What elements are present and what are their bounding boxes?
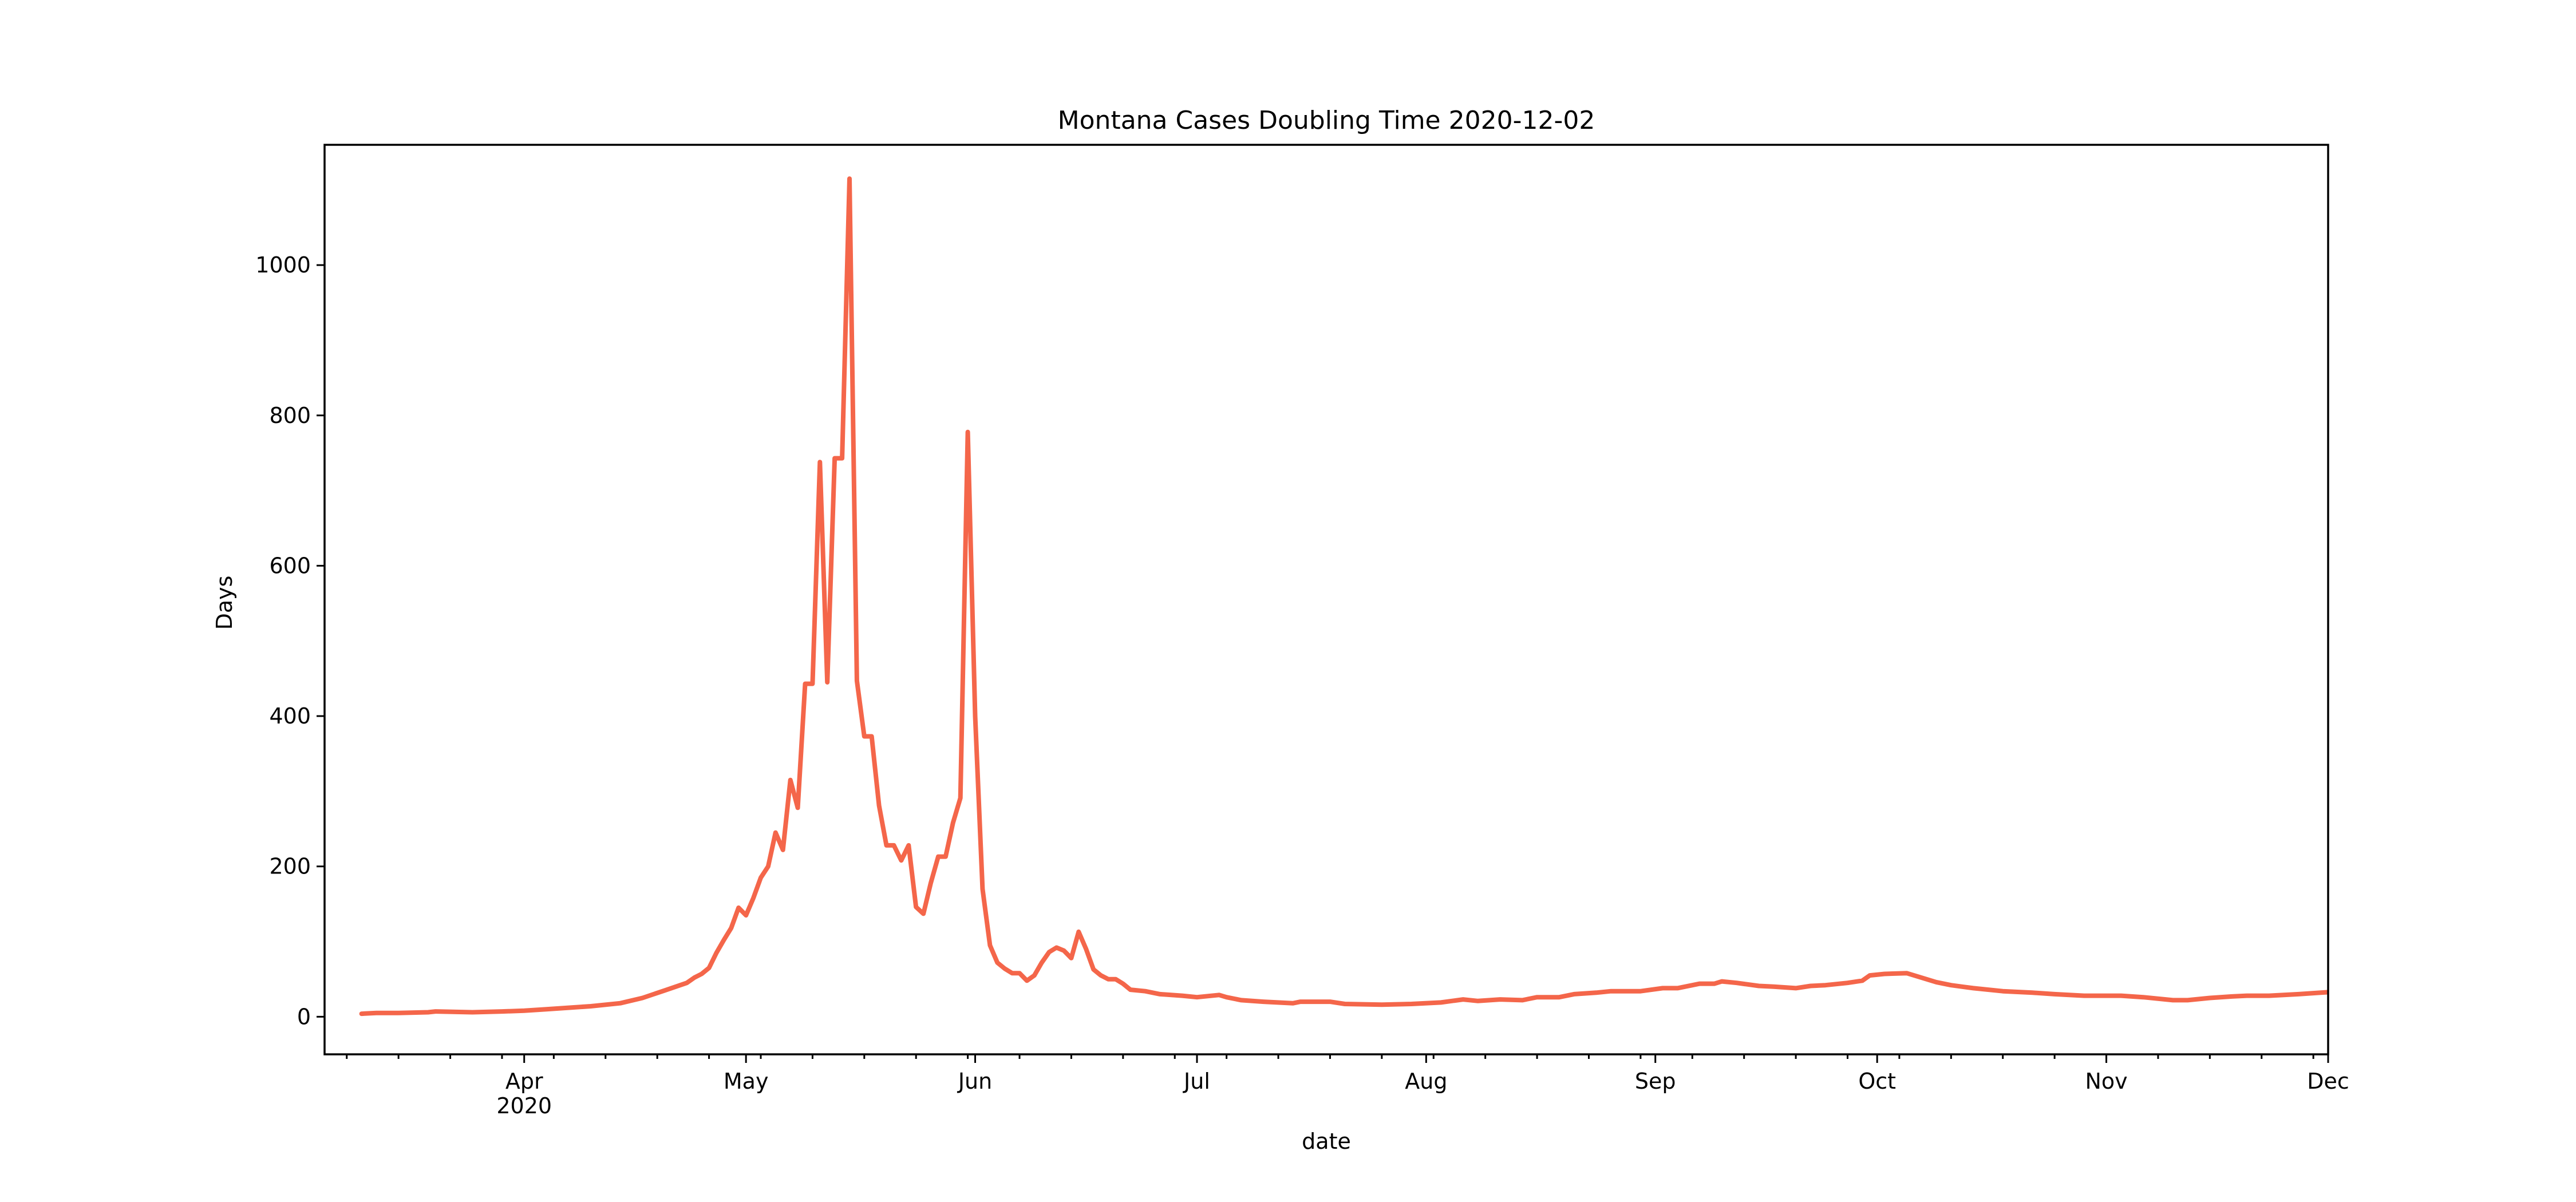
- y-axis: 0 200 400 600 800 1000: [255, 252, 325, 1029]
- x-tick-label: Jul: [1183, 1069, 1210, 1094]
- y-axis-label: Days: [212, 576, 237, 630]
- x-axis-label: date: [1302, 1129, 1351, 1154]
- plot-frame: [323, 144, 2329, 1055]
- x-tick-label: Apr: [505, 1069, 543, 1094]
- y-tick-label: 0: [297, 1004, 311, 1029]
- x-tick-label: Jun: [957, 1069, 992, 1094]
- y-tick-label: 1000: [255, 252, 311, 278]
- series-layer: [359, 176, 2328, 1017]
- series-line-0: [359, 176, 2328, 1017]
- x-tick-label: Nov: [2085, 1069, 2127, 1094]
- y-tick-label: 400: [269, 703, 311, 729]
- chart-title: Montana Cases Doubling Time 2020-12-02: [1058, 106, 1595, 135]
- x-tick-label: Aug: [1405, 1069, 1447, 1094]
- y-tick-label: 800: [269, 403, 311, 428]
- x-tick-label: Sep: [1635, 1069, 1676, 1094]
- x-tick-year-label: 2020: [496, 1093, 552, 1118]
- y-tick-label: 200: [269, 854, 311, 879]
- y-tick-label: 600: [269, 553, 311, 578]
- x-tick-label: May: [724, 1069, 769, 1094]
- x-tick-label: Dec: [2307, 1069, 2349, 1094]
- x-tick-label: Oct: [1858, 1069, 1896, 1094]
